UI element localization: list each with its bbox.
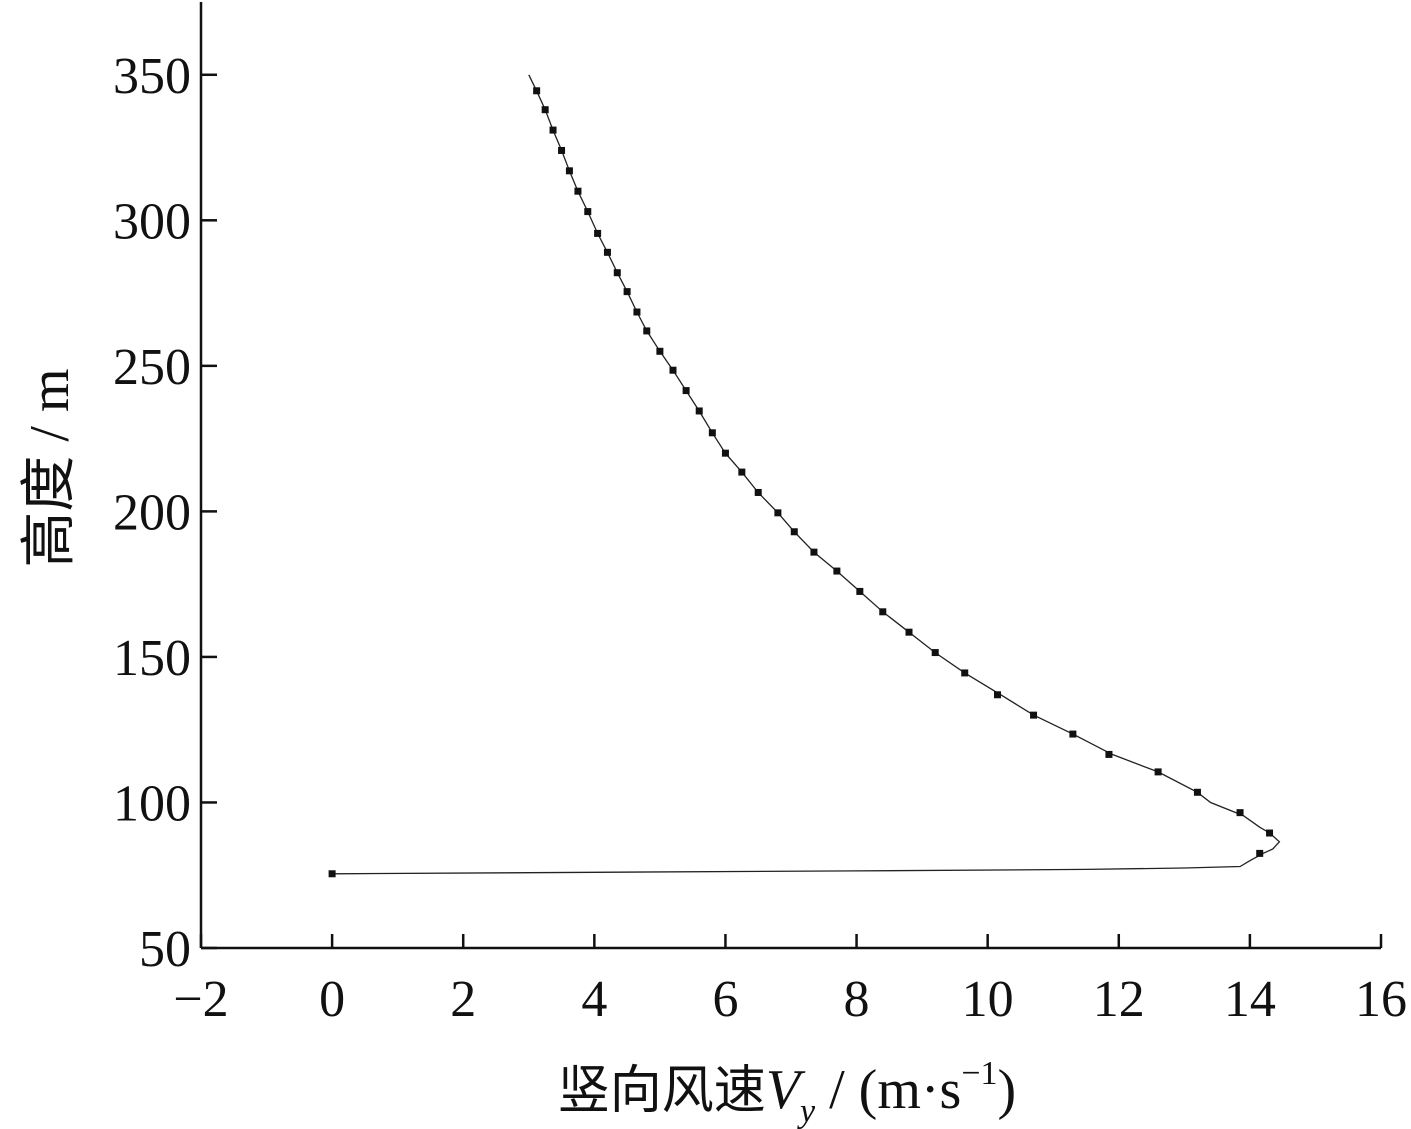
data-point (613, 269, 621, 277)
data-point (533, 87, 541, 95)
x-tick-label: 10 (962, 971, 1014, 1028)
data-point (1193, 788, 1201, 796)
data-point (708, 429, 716, 437)
data-point (754, 488, 762, 496)
data-point (738, 468, 746, 476)
data-point (833, 567, 841, 575)
data-point (931, 649, 939, 657)
data-point (1069, 730, 1077, 738)
series-layer (328, 74, 1281, 878)
data-point (856, 587, 864, 595)
axes: −2 0 2 4 6 8 10 12 14 16 50 100 150 200 250 300 350 (113, 2, 1407, 1028)
y-tick-label: 50 (139, 921, 191, 978)
data-point (1154, 768, 1162, 776)
data-point (1266, 829, 1274, 837)
y-tick-label: 300 (113, 193, 191, 250)
data-point (633, 308, 641, 316)
x-axis-label-variable: V (766, 1059, 806, 1121)
x-axis-label: 竖向风速Vy / (m·s−1) (558, 1055, 1016, 1129)
data-point (905, 628, 913, 636)
x-tick-label: 0 (319, 971, 345, 1028)
data-point (961, 669, 969, 677)
x-tick-label: 8 (844, 971, 870, 1028)
data-point (695, 407, 703, 415)
x-tick-label: 4 (581, 971, 607, 1028)
x-tick-label: 12 (1093, 971, 1145, 1028)
data-point (1030, 711, 1038, 719)
data-point (594, 229, 602, 237)
data-point (623, 288, 631, 296)
data-point (549, 126, 557, 134)
data-point (558, 146, 566, 154)
data-point (774, 509, 782, 517)
data-point (1256, 849, 1264, 857)
data-point (565, 167, 573, 175)
data-point (994, 691, 1001, 699)
y-tick-label: 250 (113, 339, 191, 396)
y-tick-label: 100 (113, 775, 191, 832)
data-point (790, 528, 798, 536)
data-point (810, 548, 818, 556)
data-point (603, 248, 611, 256)
data-point (584, 208, 592, 216)
data-point (879, 608, 887, 616)
x-tick-label: 16 (1355, 971, 1407, 1028)
y-tick-label: 350 (113, 48, 191, 105)
y-tick-label: 150 (113, 630, 191, 687)
x-axis-label-subscript: y (797, 1093, 816, 1129)
x-axis-label-close: ) (998, 1059, 1017, 1121)
data-point (328, 870, 336, 878)
x-tick-label: 2 (450, 971, 476, 1028)
data-point (656, 347, 664, 355)
data-point (721, 449, 729, 457)
y-tick-label: 200 (113, 484, 191, 541)
labels: 高度 / m 竖向风速Vy / (m·s−1) (19, 368, 1016, 1129)
data-point (643, 327, 651, 335)
data-point (1236, 809, 1244, 817)
x-tick-label: 14 (1224, 971, 1276, 1028)
data-point (1105, 750, 1113, 758)
data-point (574, 187, 582, 195)
x-axis-label-unit: / (m·s (815, 1059, 961, 1121)
series-line (332, 74, 1281, 875)
data-point (541, 106, 549, 114)
x-axis-label-superscript: −1 (961, 1055, 997, 1092)
x-tick-label: 6 (712, 971, 738, 1028)
data-point (682, 387, 690, 395)
x-axis-label-text: 竖向风速 (558, 1061, 766, 1121)
data-point (669, 366, 677, 374)
y-axis-label: 高度 / m (19, 368, 81, 567)
x-tick-label: −2 (173, 971, 228, 1028)
